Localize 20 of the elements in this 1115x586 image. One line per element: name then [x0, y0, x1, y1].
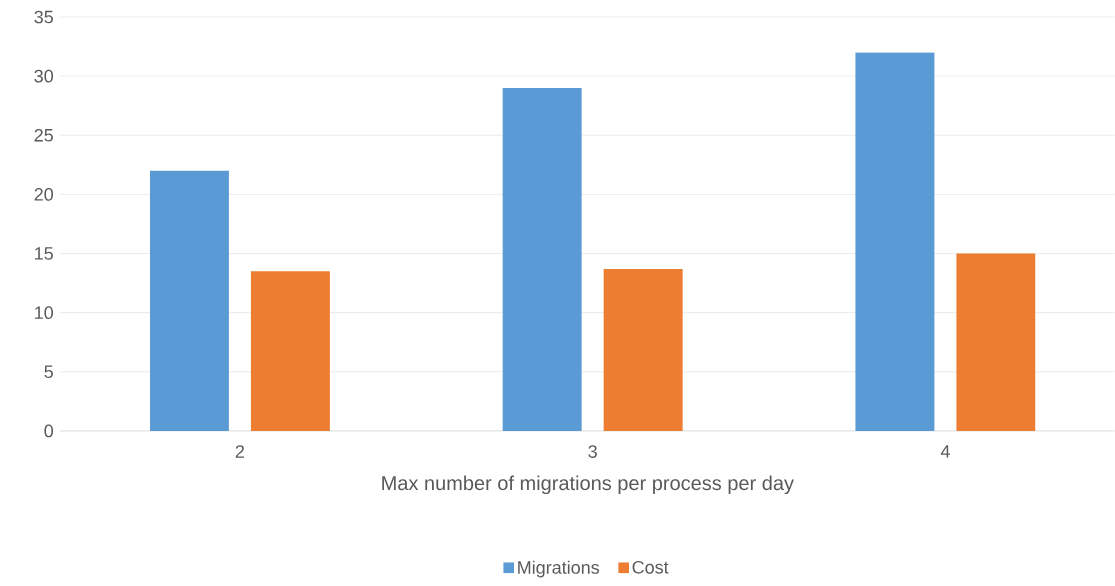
- x-tick-label: 3: [588, 445, 597, 458]
- bar: [603, 268, 683, 431]
- y-tick-label: 5: [44, 365, 53, 379]
- bar: [250, 271, 330, 431]
- legend-label: Migrations: [518, 560, 600, 578]
- y-tick-label: 35: [34, 10, 53, 24]
- y-tick-label: 10: [35, 306, 54, 320]
- y-tick-label: 0: [44, 424, 54, 438]
- y-tick-label: 20: [34, 188, 54, 201]
- y-tick-label: 25: [34, 128, 53, 142]
- legend-label: Cost: [632, 560, 669, 574]
- x-tick-label: 2: [235, 445, 245, 458]
- y-tick-label: 30: [34, 69, 54, 83]
- bar: [855, 52, 935, 431]
- x-axis-title: Max number of migrations per process per day: [382, 475, 794, 495]
- bar: [149, 170, 229, 431]
- x-tick-label: 4: [940, 445, 950, 458]
- bar: [502, 88, 582, 431]
- y-tick-label: 15: [35, 247, 53, 260]
- bar: [956, 253, 1036, 431]
